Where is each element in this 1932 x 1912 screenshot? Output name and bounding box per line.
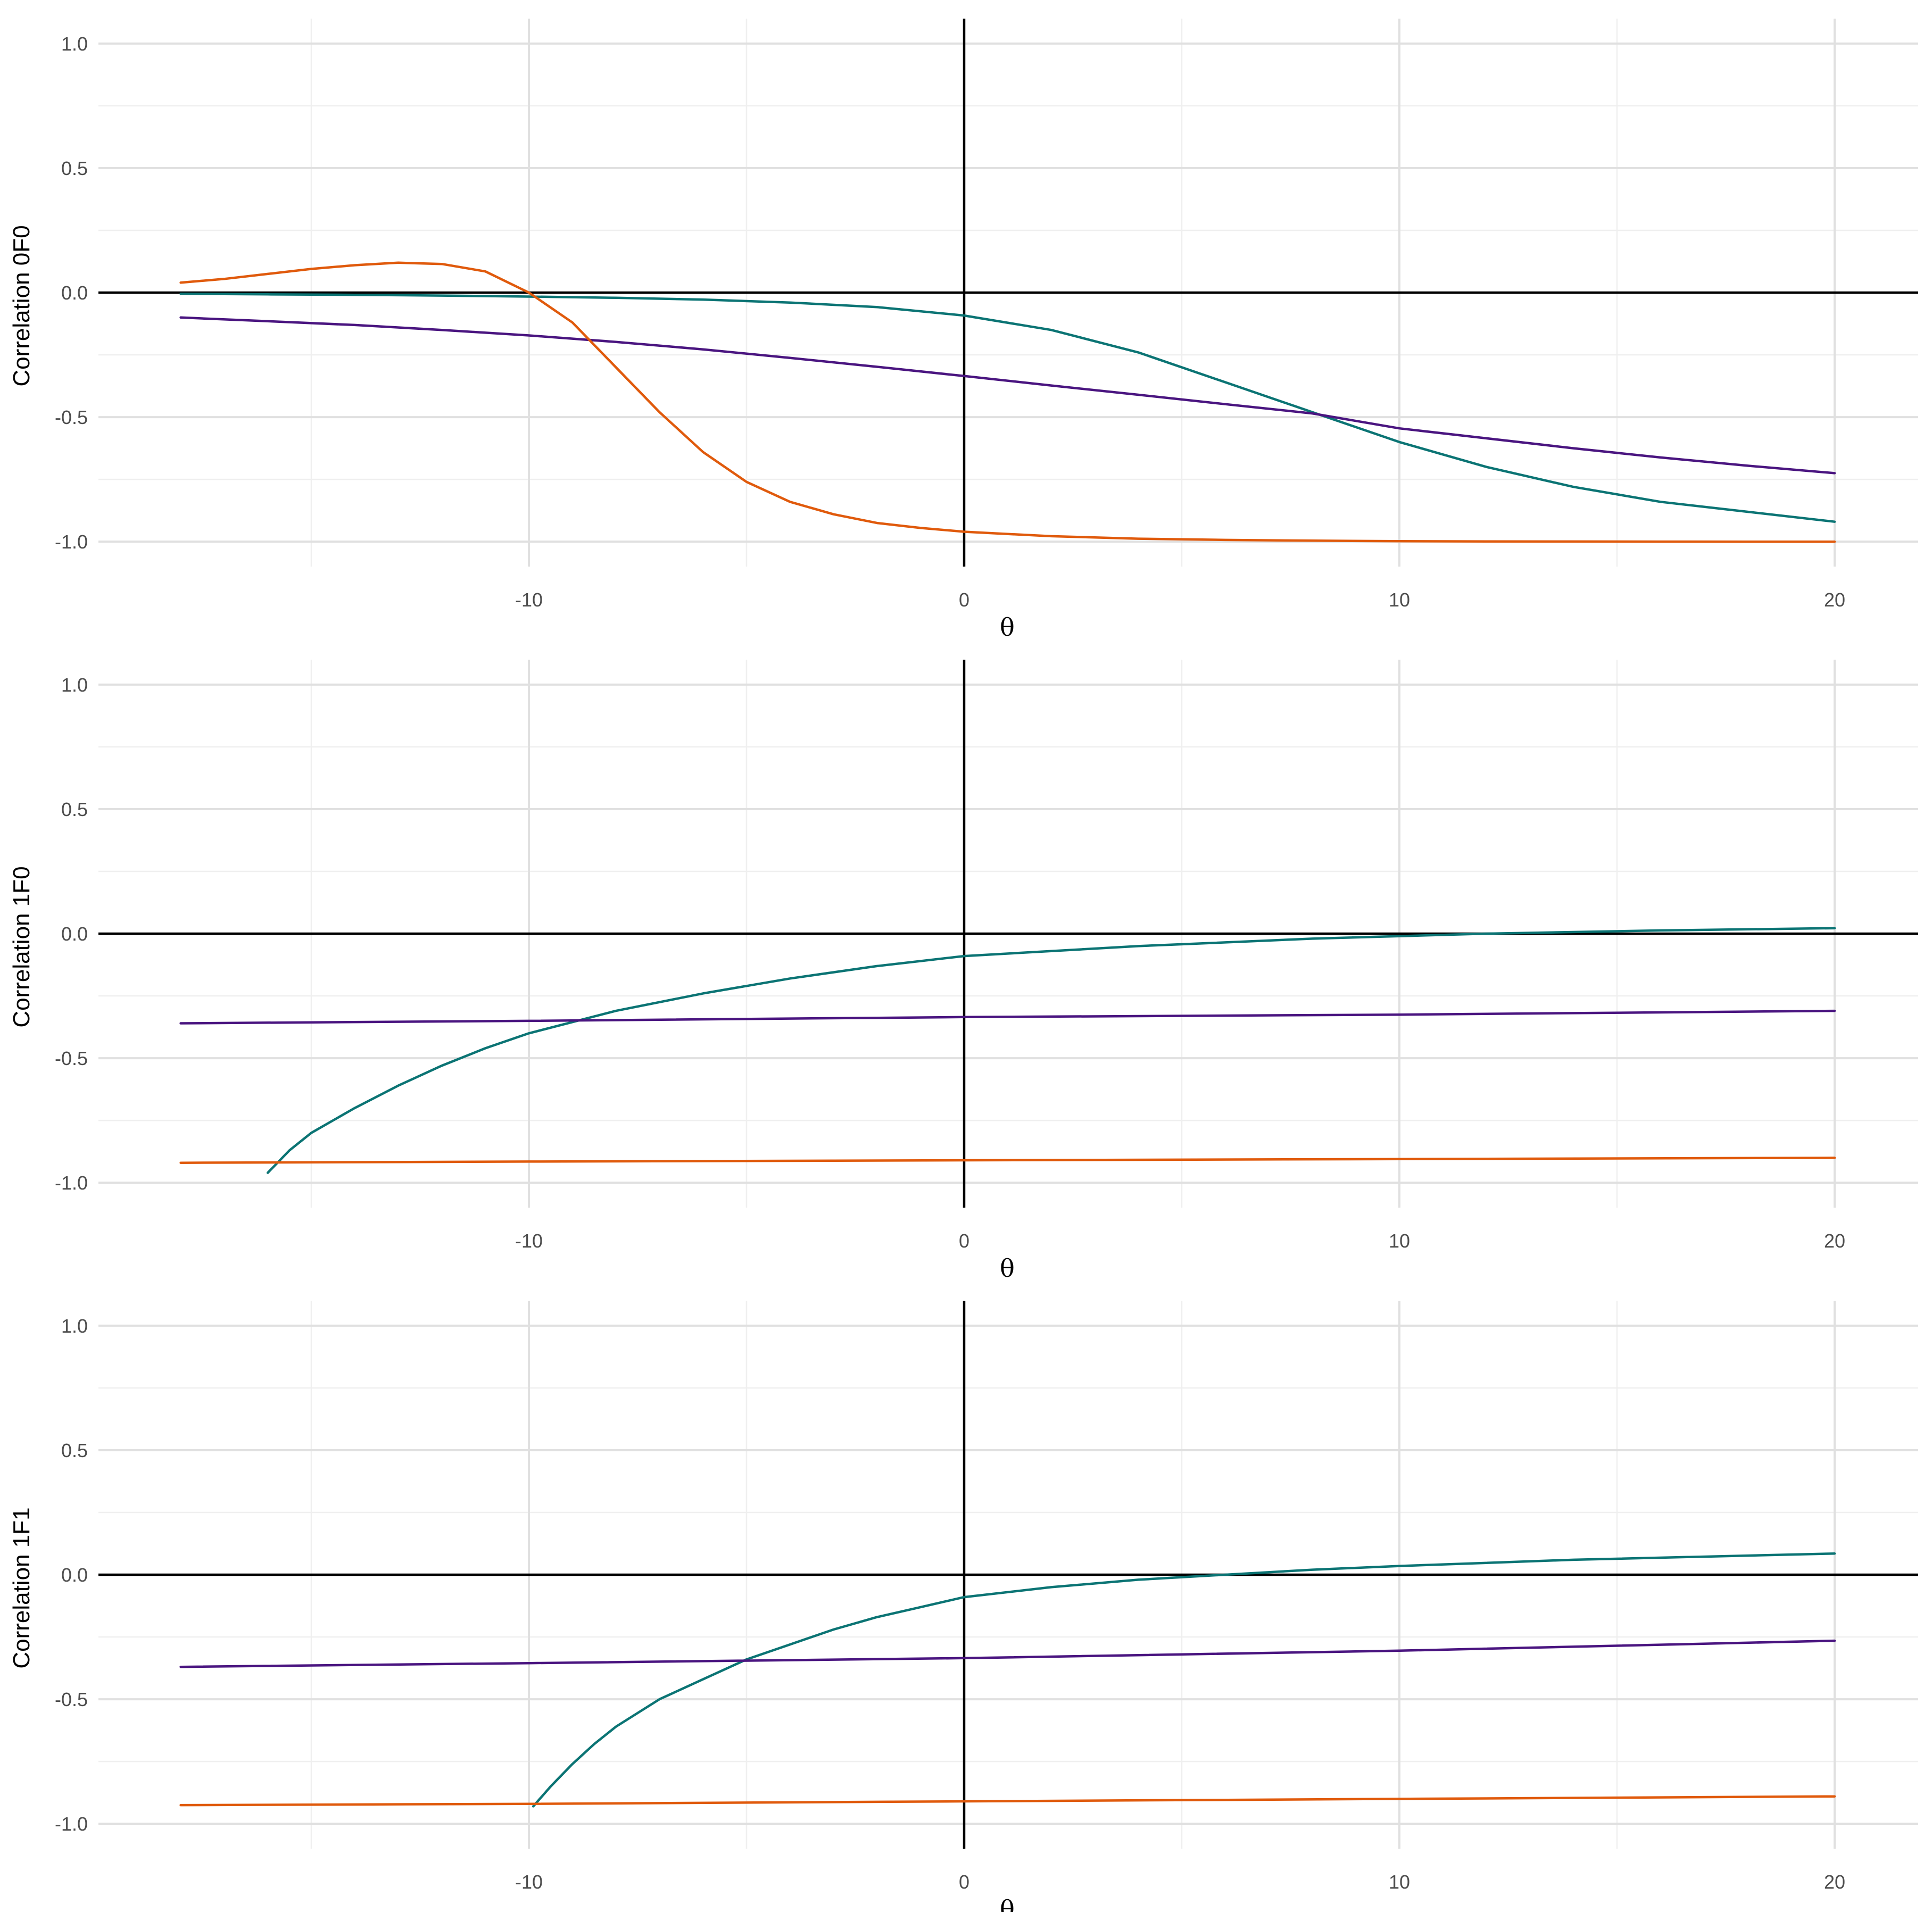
x-tick-label: -10 [515,1871,543,1893]
series-line-orange [179,261,1836,543]
series-line-purple [179,316,1836,475]
series-line-orange [179,1157,1836,1164]
x-tick-label: 10 [1389,1871,1410,1893]
x-tick-label: -10 [515,589,543,611]
y-tick-label: 0.5 [61,157,88,179]
panel-2: 1.0 0.5 0.0 -0.5 -1.0 -10 0 10 20 θ Correlation 1F… [9,1301,1918,1912]
series-line-purple [179,1639,1836,1668]
x-axis-title: θ [1000,1254,1015,1283]
panel-1: 1.0 0.5 0.0 -0.5 -1.0 -10 0 10 20 θ Correlation 1F… [9,660,1918,1283]
y-tick-label: 1.0 [61,674,88,696]
x-tick-label: 0 [959,1230,969,1252]
panel-0: 1.0 0.5 0.0 -0.5 -1.0 -10 0 10 20 θ Correlation 0F… [9,19,1918,642]
y-tick-label: -1.0 [55,1172,88,1194]
y-tick-label: -0.5 [55,1689,88,1710]
x-tick-label: 0 [959,589,969,611]
series-line-teal [266,927,1836,1174]
x-tick-label: -10 [515,1230,543,1252]
y-tick-label: -0.5 [55,1048,88,1069]
y-tick-label: 0.5 [61,1440,88,1461]
series-line-orange [179,1795,1836,1807]
y-tick-label: 1.0 [61,33,88,55]
x-axis-title: θ [1000,613,1015,642]
x-tick-label: 20 [1824,1230,1845,1252]
x-tick-label: 10 [1389,589,1410,611]
y-tick-label: -1.0 [55,1813,88,1835]
series-line-teal [179,293,1836,523]
y-tick-label: -0.5 [55,406,88,428]
y-axis-title: Correlation 1F0 [9,866,35,1027]
y-tick-label: 0.5 [61,799,88,820]
y-tick-label: 0.0 [61,1564,88,1586]
y-axis-title: Correlation 0F0 [9,225,35,386]
y-tick-label: 1.0 [61,1315,88,1337]
series-line-teal [532,1552,1836,1808]
x-tick-label: 0 [959,1871,969,1893]
y-tick-label: 0.0 [61,923,88,945]
x-tick-label: 20 [1824,1871,1845,1893]
series-line-purple [179,1009,1836,1025]
x-tick-label: 10 [1389,1230,1410,1252]
y-tick-label: 0.0 [61,282,88,304]
x-tick-label: 20 [1824,589,1845,611]
y-tick-label: -1.0 [55,531,88,553]
x-axis-title: θ [1000,1895,1015,1912]
y-axis-title: Correlation 1F1 [9,1507,35,1668]
